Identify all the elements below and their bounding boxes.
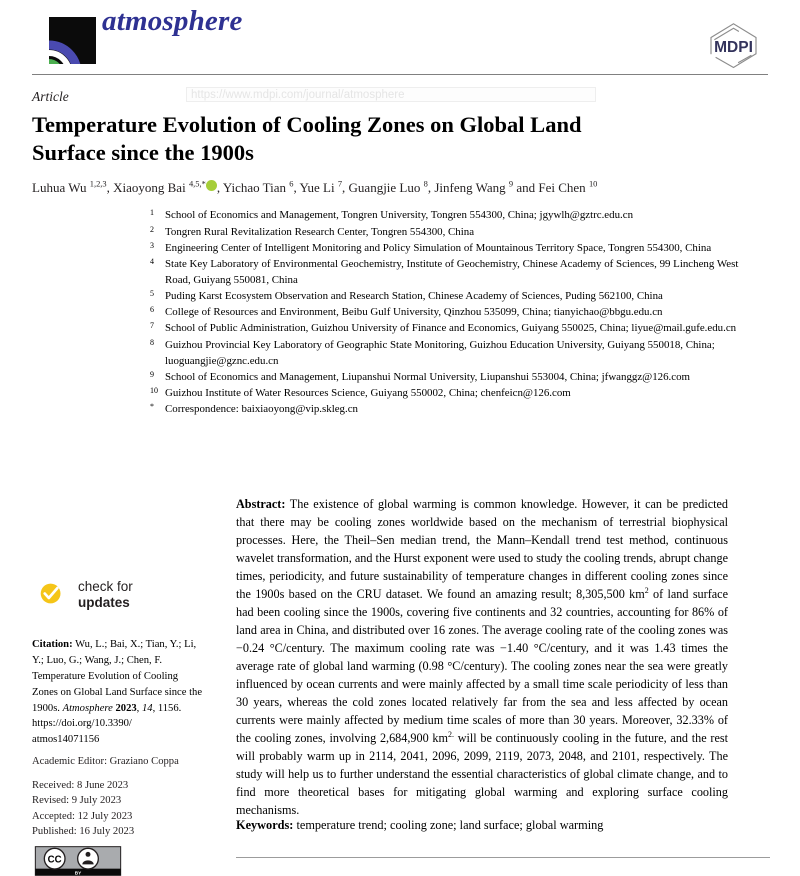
- svg-text:MDPI: MDPI: [714, 39, 753, 56]
- svg-text:BY: BY: [75, 870, 82, 875]
- svg-text:CC: CC: [48, 855, 62, 866]
